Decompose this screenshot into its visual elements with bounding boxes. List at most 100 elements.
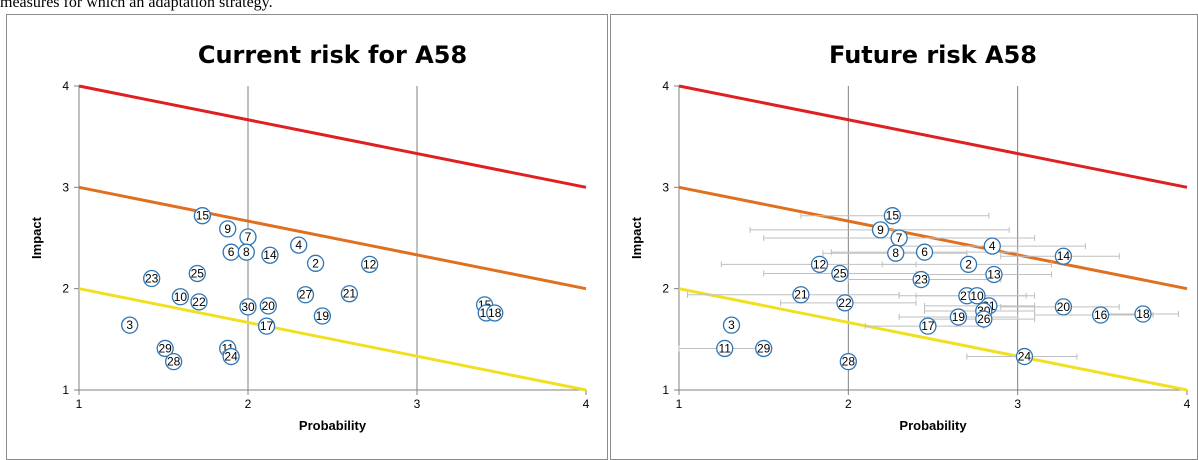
data-point-marker bbox=[156, 339, 174, 358]
data-point-label: 6 bbox=[228, 245, 235, 259]
x-tick-label: 2 bbox=[245, 397, 252, 411]
data-point-label: 16 bbox=[1094, 308, 1108, 322]
data-point-label: 9 bbox=[877, 223, 884, 237]
data-point-label: 4 bbox=[295, 238, 302, 252]
data-point-label: 29 bbox=[757, 341, 771, 355]
data-point-label: 6 bbox=[921, 245, 928, 259]
y-tick-label: 3 bbox=[662, 180, 669, 194]
data-point-label: 21 bbox=[343, 287, 357, 301]
data-point-label: 29 bbox=[159, 341, 173, 355]
data-point-marker bbox=[919, 317, 937, 335]
data-point-marker bbox=[340, 285, 359, 303]
data-point-label: 10 bbox=[174, 290, 188, 304]
data-point-marker bbox=[1054, 247, 1073, 265]
y-axis-label: Impact bbox=[629, 216, 644, 259]
data-point-marker bbox=[306, 254, 325, 272]
data-point-marker bbox=[171, 288, 190, 306]
data-point-marker bbox=[190, 293, 208, 311]
data-point-label: 18 bbox=[1136, 307, 1150, 321]
data-point-label: 28 bbox=[167, 355, 181, 369]
y-tick-label: 4 bbox=[62, 79, 69, 93]
x-tick-label: 3 bbox=[414, 397, 421, 411]
data-point-label: 10 bbox=[970, 289, 984, 303]
x-tick-label: 4 bbox=[1184, 397, 1191, 411]
data-point-label: 20 bbox=[1057, 300, 1071, 314]
data-point-label: 24 bbox=[224, 350, 238, 364]
data-point-marker bbox=[313, 307, 332, 325]
data-point-label: 3 bbox=[728, 318, 735, 332]
data-point-marker bbox=[839, 352, 857, 371]
future-risk-chart-panel: Future risk A58 1 2 3 4 1 2 3 4 Probability Impact… bbox=[610, 14, 1198, 460]
data-point-label: 3 bbox=[126, 318, 133, 332]
data-point-marker bbox=[261, 246, 279, 264]
data-point-marker bbox=[887, 244, 905, 262]
data-point-marker bbox=[810, 255, 829, 273]
data-point-label: 7 bbox=[896, 231, 903, 245]
data-point-label: 17 bbox=[260, 319, 274, 333]
data-point-label: 23 bbox=[914, 273, 928, 287]
data-point-label: 28 bbox=[842, 355, 856, 369]
data-point-marker bbox=[143, 269, 161, 288]
data-point-marker bbox=[871, 221, 890, 239]
y-tick-label: 1 bbox=[662, 383, 669, 397]
data-point-marker bbox=[188, 264, 206, 283]
x-axis-label: Probability bbox=[899, 418, 967, 433]
data-point-label: 7 bbox=[245, 230, 252, 244]
data-point-label: 2 bbox=[312, 256, 319, 270]
x-tick-label: 2 bbox=[845, 397, 852, 411]
data-point-label: 26 bbox=[977, 312, 991, 326]
data-point-label: 14 bbox=[263, 248, 277, 262]
data-point-marker bbox=[912, 270, 930, 289]
data-point-label: 18 bbox=[488, 306, 502, 320]
data-point-marker bbox=[1134, 305, 1152, 323]
data-point-label: 22 bbox=[192, 295, 206, 309]
data-point-marker bbox=[792, 286, 810, 304]
data-point-label: 12 bbox=[363, 257, 377, 271]
data-point-marker bbox=[486, 304, 504, 322]
data-point-marker bbox=[985, 265, 1003, 284]
data-point-label: 30 bbox=[241, 300, 255, 314]
y-tick-label: 2 bbox=[662, 282, 669, 296]
data-point-marker bbox=[121, 316, 139, 334]
x-tick-label: 4 bbox=[583, 397, 590, 411]
data-point-marker bbox=[257, 317, 276, 335]
data-point-marker bbox=[290, 236, 308, 254]
data-point-label: 21 bbox=[794, 288, 808, 302]
y-tick-label: 1 bbox=[62, 383, 69, 397]
data-point-label: 19 bbox=[952, 310, 966, 324]
data-point-label: 9 bbox=[224, 222, 231, 236]
yellow-risk-line bbox=[678, 287, 1188, 392]
data-point-marker bbox=[883, 207, 902, 225]
y-tick-label: 2 bbox=[62, 282, 69, 296]
data-point-marker bbox=[722, 316, 741, 334]
data-point-label: 24 bbox=[1018, 350, 1032, 364]
data-point-label: 15 bbox=[196, 209, 210, 223]
y-tick-label: 3 bbox=[62, 180, 69, 194]
caption-text: measures for which an adaptation strateg… bbox=[0, 0, 273, 11]
data-point-label: 23 bbox=[145, 272, 159, 286]
data-point-marker bbox=[259, 297, 277, 315]
x-tick-label: 1 bbox=[676, 397, 683, 411]
data-point-marker bbox=[1091, 306, 1110, 324]
data-point-marker bbox=[219, 220, 237, 238]
data-point-marker bbox=[193, 207, 212, 225]
data-point-label: 11 bbox=[718, 341, 731, 355]
data-point-label: 2 bbox=[965, 257, 972, 271]
data-point-label: 13 bbox=[987, 267, 1001, 281]
chart-title: Future risk A58 bbox=[829, 41, 1037, 69]
data-point-label: 25 bbox=[833, 266, 847, 280]
data-point-label: 17 bbox=[921, 319, 935, 333]
data-point-marker bbox=[1054, 298, 1073, 316]
yellow-risk-line bbox=[78, 287, 587, 392]
data-point-marker bbox=[975, 310, 993, 328]
red-risk-line bbox=[78, 84, 587, 189]
data-point-marker bbox=[1015, 347, 1034, 366]
data-point-label: 8 bbox=[243, 245, 250, 259]
x-axis-label: Probability bbox=[299, 418, 367, 433]
data-point-marker bbox=[361, 255, 379, 273]
chart-title: Current risk for A58 bbox=[198, 41, 467, 69]
current-risk-chart-panel: Current risk for A58 1 2 3 4 1 2 3 4 Probability I… bbox=[6, 14, 608, 460]
data-point-marker bbox=[836, 294, 854, 312]
data-point-marker bbox=[296, 286, 315, 304]
